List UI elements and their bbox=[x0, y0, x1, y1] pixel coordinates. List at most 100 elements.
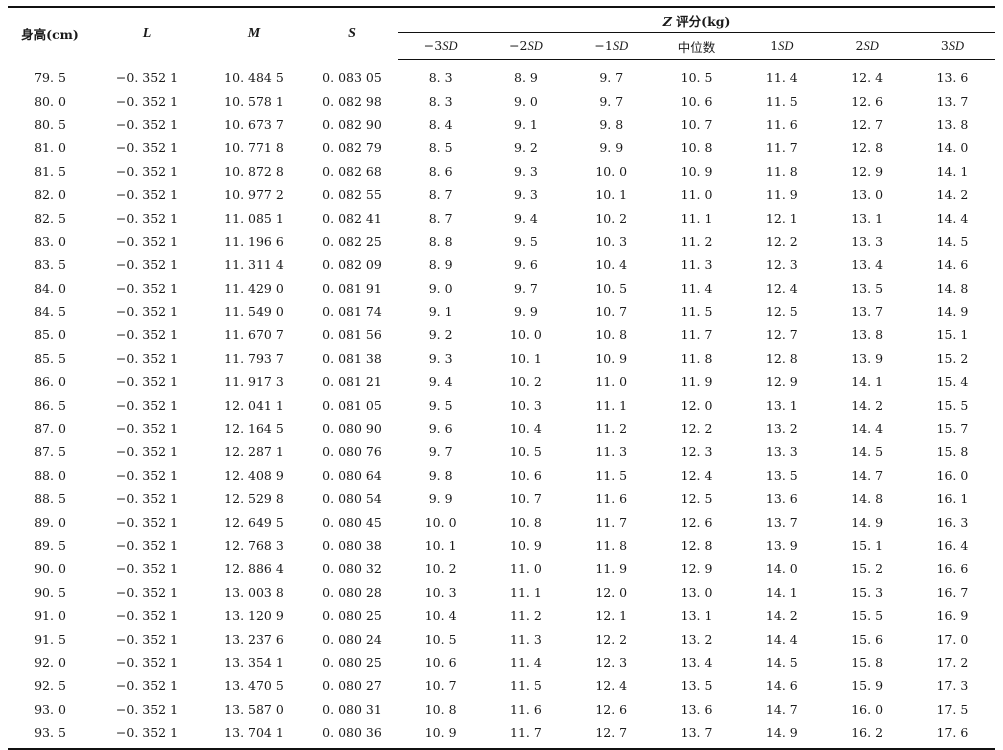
cell-neg1sd: 10. 1 bbox=[595, 187, 628, 203]
cell-l: −0. 352 1 bbox=[115, 421, 179, 437]
cell-median: 13. 7 bbox=[653, 720, 740, 750]
cell-neg3sd: 10. 0 bbox=[424, 514, 457, 530]
cell-height: 86. 0 bbox=[34, 374, 66, 390]
cell-neg1sd: 11. 3 bbox=[595, 444, 628, 460]
cell-median: 11. 9 bbox=[680, 374, 713, 390]
cell-median: 13. 6 bbox=[680, 701, 713, 717]
cell-neg2sd: 10. 7 bbox=[510, 491, 542, 507]
cell-neg1sd: 12. 3 bbox=[595, 654, 628, 670]
cell-l: −0. 352 1 bbox=[115, 608, 179, 624]
header-sd-suffix: SD bbox=[612, 39, 629, 53]
cell-neg1sd: 10. 9 bbox=[595, 350, 628, 366]
cell-m: 12. 649 5 bbox=[224, 514, 284, 530]
cell-pos2sd: 13. 5 bbox=[851, 280, 884, 296]
cell-l: −0. 352 1 bbox=[115, 397, 179, 413]
table-header: 身高(cm) L M S Z 评分(kg) −3SD −2SD −1SD 中位数 1SD… bbox=[8, 6, 996, 60]
cell-neg3sd: 9. 4 bbox=[428, 374, 453, 390]
cell-neg1sd: 10. 3 bbox=[595, 233, 628, 249]
cell-median: 10. 6 bbox=[680, 93, 713, 109]
header-sd-pre: −2 bbox=[509, 38, 528, 53]
cell-s: 0. 080 45 bbox=[322, 514, 382, 530]
cell-height: 87. 5 bbox=[34, 444, 66, 460]
cell-pos3sd: 17. 2 bbox=[936, 654, 969, 670]
cell-median: 11. 2 bbox=[680, 233, 713, 249]
cell-m: 10. 484 5 bbox=[224, 69, 284, 85]
cell-l: −0. 352 1 bbox=[115, 654, 179, 670]
header-m: M bbox=[202, 6, 306, 60]
cell-neg3sd: 8. 3 bbox=[428, 70, 453, 86]
header-z-letter: Z bbox=[662, 13, 672, 29]
cell-m: 11. 670 7 bbox=[224, 327, 284, 343]
table-row: 89. 5 −0. 352 1 12. 768 3 0. 080 38 10. 1 10.… bbox=[8, 534, 995, 557]
cell-neg1sd: 12. 1 bbox=[595, 608, 628, 624]
cell-neg3sd: 10. 2 bbox=[424, 561, 457, 577]
cell-pos3sd: 14. 9 bbox=[936, 304, 969, 320]
cell-height: 80. 0 bbox=[34, 93, 66, 109]
cell-l: −0. 352 1 bbox=[115, 374, 179, 390]
cell-s: 0. 080 31 bbox=[322, 701, 382, 717]
header-s: S bbox=[306, 6, 398, 60]
cell-pos2sd: 15. 5 bbox=[851, 608, 884, 624]
cell-neg1sd: 11. 8 bbox=[595, 538, 628, 553]
cell-pos1sd: 13. 9 bbox=[765, 538, 798, 553]
table-row: 84. 0 −0. 352 1 11. 429 0 0. 081 91 9. 0 9. 7… bbox=[8, 277, 995, 300]
cell-neg2sd: 11. 0 bbox=[510, 561, 542, 577]
cell-l: −0. 352 1 bbox=[115, 584, 179, 600]
header-sd-pre: 2 bbox=[855, 38, 864, 53]
cell-neg1sd: 10. 8 bbox=[595, 327, 628, 343]
cell-neg3sd: 8. 8 bbox=[428, 233, 453, 249]
who-weight-for-height-table: 身高(cm) L M S Z 评分(kg) −3SD −2SD −1SD 中位数 1SD… bbox=[8, 6, 996, 750]
cell-neg1sd: 9. 7 bbox=[599, 93, 624, 109]
cell-pos3sd: 14. 2 bbox=[936, 187, 969, 203]
cell-pos2sd: 12. 8 bbox=[851, 140, 884, 156]
cell-pos1sd: 11. 6 bbox=[765, 116, 798, 132]
cell-l: −0. 352 1 bbox=[115, 93, 179, 109]
cell-median: 11. 4 bbox=[680, 280, 713, 296]
cell-s: 0. 083 05 bbox=[322, 69, 382, 85]
cell-s: 0. 082 90 bbox=[322, 116, 382, 132]
cell-neg2sd: 10. 4 bbox=[510, 421, 542, 437]
cell-median: 13. 2 bbox=[680, 631, 713, 647]
cell-neg1sd: 10. 7 bbox=[595, 304, 628, 320]
cell-neg2sd: 10. 9 bbox=[510, 538, 542, 553]
table-container: 身高(cm) L M S Z 评分(kg) −3SD −2SD −1SD 中位数 1SD… bbox=[8, 6, 996, 750]
cell-neg3sd: 9. 6 bbox=[428, 421, 453, 437]
cell-l: −0. 352 1 bbox=[115, 280, 179, 296]
table-row: 86. 5 −0. 352 1 12. 041 1 0. 081 05 9. 5 10. … bbox=[8, 393, 995, 416]
cell-height: 91. 0 bbox=[34, 608, 66, 624]
cell-pos3sd: 16. 6 bbox=[936, 561, 969, 577]
cell-l: −0. 352 1 bbox=[115, 350, 179, 366]
cell-l: −0. 352 1 bbox=[115, 304, 179, 320]
cell-neg2sd: 10. 1 bbox=[510, 350, 542, 366]
table-row: 85. 0 −0. 352 1 11. 670 7 0. 081 56 9. 2 10. … bbox=[8, 323, 995, 346]
cell-m: 11. 549 0 bbox=[224, 304, 284, 320]
cell-l: −0. 352 1 bbox=[115, 631, 179, 647]
cell-m: 12. 164 5 bbox=[224, 421, 284, 437]
table-row: 82. 5 −0. 352 1 11. 085 1 0. 082 41 8. 7 9. 4… bbox=[8, 206, 995, 229]
cell-l: −0. 352 1 bbox=[115, 187, 179, 203]
cell-height: 88. 0 bbox=[34, 467, 66, 483]
table-row: 83. 0 −0. 352 1 11. 196 6 0. 082 25 8. 8 9. 5… bbox=[8, 230, 995, 253]
header-z-score-group: Z 评分(kg) bbox=[398, 6, 996, 33]
table-row: 85. 5 −0. 352 1 11. 793 7 0. 081 38 9. 3 10. … bbox=[8, 347, 995, 370]
cell-neg2sd: 11. 1 bbox=[510, 584, 542, 600]
cell-neg3sd: 8. 7 bbox=[428, 210, 453, 226]
cell-m: 10. 771 8 bbox=[224, 140, 284, 156]
cell-neg3sd: 8. 7 bbox=[428, 187, 453, 203]
cell-neg1sd: 10. 5 bbox=[595, 280, 628, 296]
cell-m: 11. 917 3 bbox=[224, 374, 284, 390]
cell-m: 12. 041 1 bbox=[224, 397, 284, 413]
header-sd-suffix: SD bbox=[778, 39, 794, 53]
cell-pos3sd: 16. 4 bbox=[936, 538, 969, 553]
cell-pos2sd: 12. 9 bbox=[851, 163, 884, 179]
cell-pos2sd: 15. 2 bbox=[851, 561, 884, 577]
cell-pos2sd: 16. 0 bbox=[851, 701, 884, 717]
table-row: 90. 5 −0. 352 1 13. 003 8 0. 080 28 10. 3 11.… bbox=[8, 581, 995, 604]
cell-height: 92. 0 bbox=[34, 654, 66, 670]
cell-neg2sd: 9. 5 bbox=[514, 233, 538, 249]
cell-neg2sd: 9. 3 bbox=[514, 163, 538, 179]
cell-neg1sd: 11. 9 bbox=[595, 561, 628, 577]
cell-l: −0. 352 1 bbox=[115, 701, 179, 717]
cell-l: −0. 352 1 bbox=[115, 678, 179, 694]
cell-pos2sd: 14. 5 bbox=[851, 444, 884, 460]
